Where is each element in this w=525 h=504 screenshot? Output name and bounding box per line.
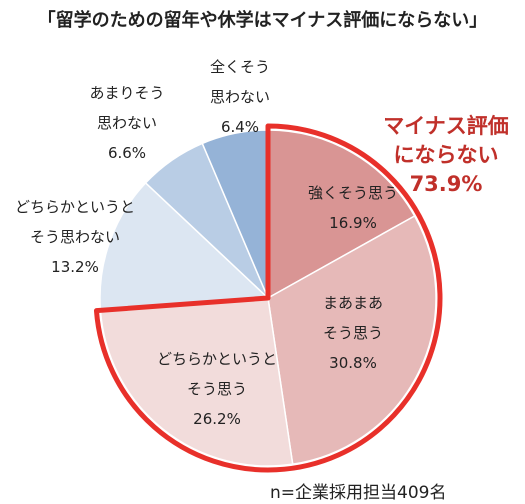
highlight-value-text: 73.9% (409, 172, 483, 196)
pie-slice-somewhat-agree (267, 214, 437, 466)
slice-label-somewhat-agree: まあまあ そう思う 30.8% (288, 288, 418, 378)
slice-value-text: 6.4% (220, 118, 260, 136)
slice-label-text: そう思わない (29, 228, 120, 246)
slice-label-rather-disagree: どちらかというと そう思わない 13.2% (0, 192, 150, 282)
slice-label-text: 強くそう思う (307, 184, 398, 202)
pie-slice-rather-agree (99, 297, 294, 467)
slice-label-text: 思わない (209, 88, 270, 106)
slice-label-text: あまりそう (89, 84, 165, 102)
slice-value-text: 6.6% (107, 144, 147, 162)
slice-label-text: そう思う (186, 380, 247, 398)
highlight-label-text: にならない (393, 143, 499, 167)
slice-label-not-really-agree: あまりそう 思わない 6.6% (62, 78, 192, 168)
chart-title: 「留学のための留年や休学はマイナス評価にならない」 (37, 10, 488, 31)
slice-value-text: 30.8% (329, 354, 377, 372)
sample-size-note: n=企業採用担当409名 (270, 483, 447, 503)
slice-label-text: そう思う (322, 324, 383, 342)
slice-value-text: 16.9% (329, 214, 377, 232)
slice-label-text: 思わない (96, 114, 157, 132)
highlight-label: マイナス評価 にならない 73.9% (366, 112, 525, 199)
slice-label-text: どちらかというと (14, 198, 135, 216)
slice-value-text: 26.2% (193, 410, 241, 428)
highlight-label-text: マイナス評価 (383, 114, 509, 138)
slice-value-text: 13.2% (51, 258, 99, 276)
pie-slice-strongly-agree (267, 129, 416, 300)
slice-label-text: まあまあ (322, 294, 383, 312)
slice-label-text: 全くそう (209, 58, 270, 76)
pie-slice-rather-disagree (99, 181, 270, 312)
slice-label-strongly-agree: 強くそう思う 16.9% (283, 178, 423, 238)
highlight-outline (93, 123, 443, 473)
slice-label-strongly-disagree: 全くそう 思わない 6.4% (180, 52, 300, 142)
slice-label-text: どちらかというと (156, 350, 277, 368)
slice-label-rather-agree: どちらかというと そう思う 26.2% (132, 344, 302, 434)
